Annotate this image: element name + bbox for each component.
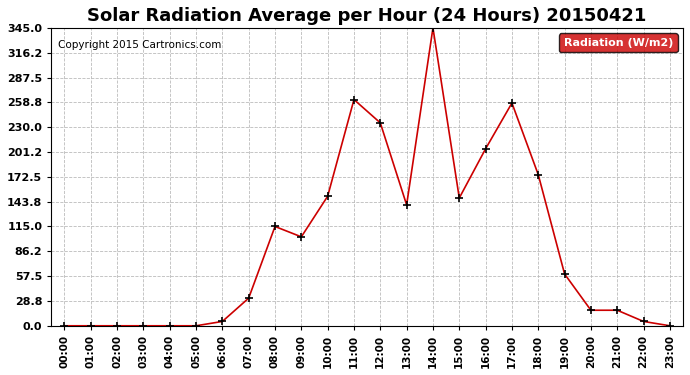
Legend: Radiation (W/m2): Radiation (W/m2) <box>559 33 678 53</box>
Text: Copyright 2015 Cartronics.com: Copyright 2015 Cartronics.com <box>57 40 221 50</box>
Title: Solar Radiation Average per Hour (24 Hours) 20150421: Solar Radiation Average per Hour (24 Hou… <box>88 7 647 25</box>
